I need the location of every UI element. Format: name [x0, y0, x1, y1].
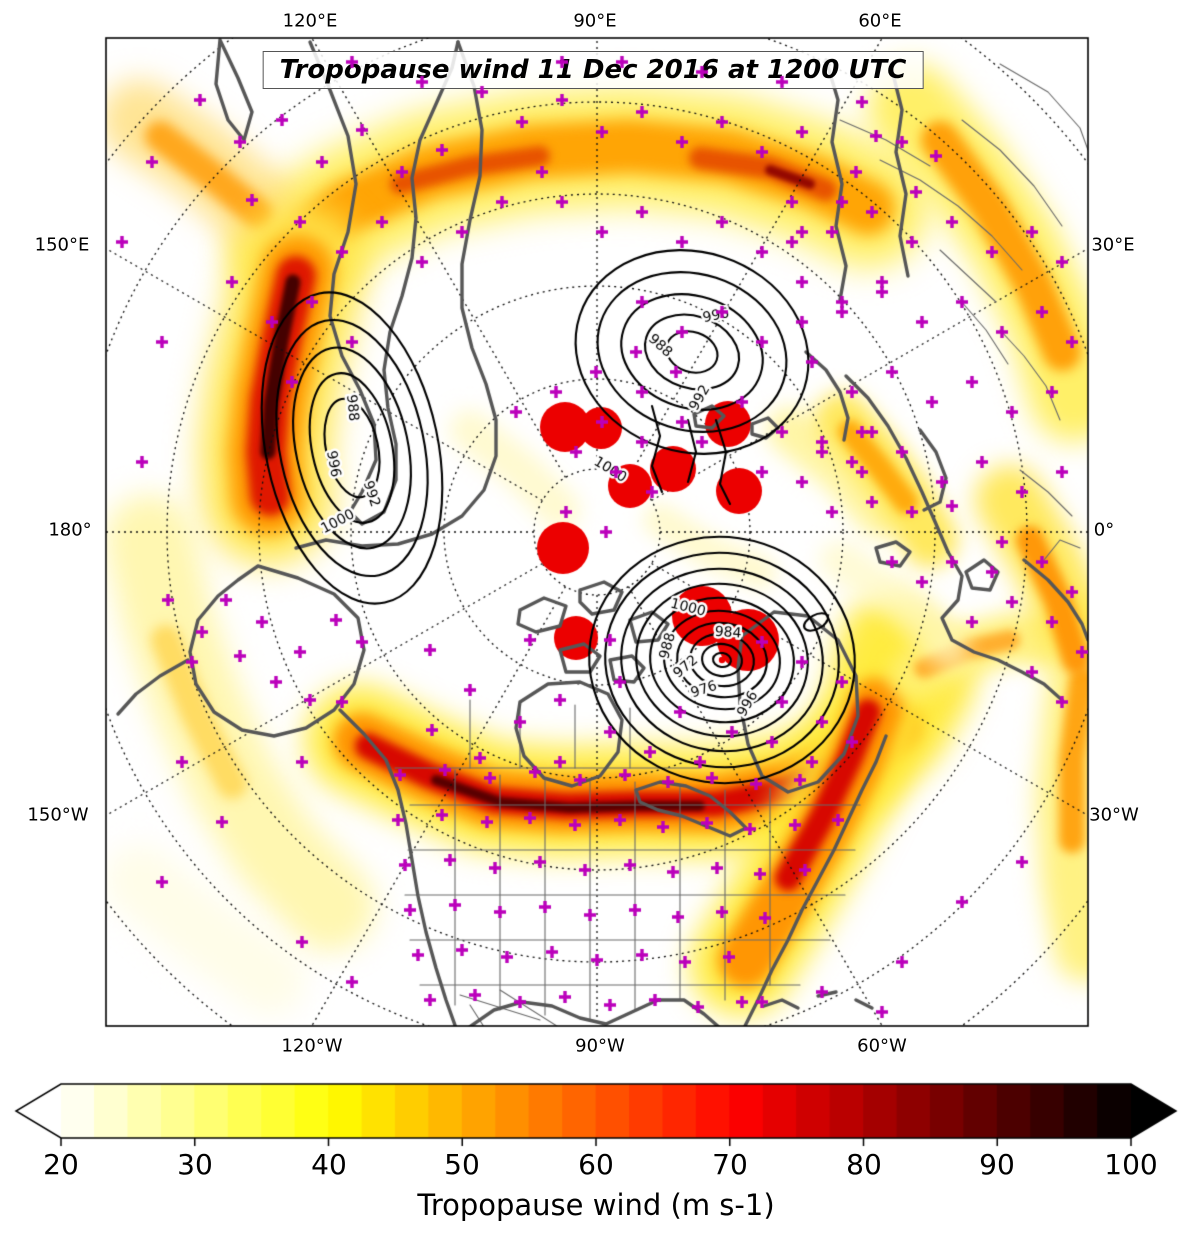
colorbar-tick-70: 70: [712, 1148, 748, 1181]
meridian-label-120w: 120°W: [281, 1035, 343, 1057]
meridian-label-60w: 60°W: [857, 1035, 907, 1057]
colorbar-tick-80: 80: [846, 1148, 882, 1181]
colorbar-tick-50: 50: [444, 1148, 480, 1181]
colorbar-tick-40: 40: [311, 1148, 347, 1181]
meridian-label-90e: 90°E: [573, 10, 617, 32]
colorbar-axis-label: Tropopause wind (m s-1): [417, 1188, 775, 1222]
meridian-label-30w: 30°W: [1089, 804, 1139, 826]
meridian-label-30e: 30°E: [1091, 234, 1135, 256]
plot-title: Tropopause wind 11 Dec 2016 at 1200 UTC: [262, 51, 924, 89]
meridian-label-150e: 150°E: [34, 234, 90, 256]
colorbar-tick-20: 20: [43, 1148, 79, 1181]
meridian-label-60e: 60°E: [858, 10, 902, 32]
meridian-label-90w: 90°W: [575, 1035, 625, 1057]
meridian-label-0: 0°: [1093, 519, 1115, 541]
meridian-label-150w: 150°W: [27, 804, 89, 826]
colorbar-tick-60: 60: [578, 1148, 614, 1181]
meridian-label-180: 180°: [48, 519, 92, 541]
colorbar-tick-30: 30: [177, 1148, 213, 1181]
colorbar-tick-100: 100: [1104, 1148, 1158, 1181]
colorbar-tick-90: 90: [979, 1148, 1015, 1181]
meridian-label-120e: 120°E: [282, 10, 338, 32]
